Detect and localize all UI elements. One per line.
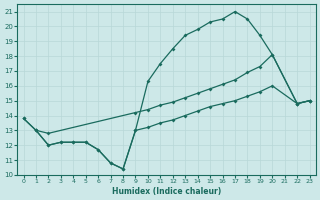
X-axis label: Humidex (Indice chaleur): Humidex (Indice chaleur) [112, 187, 221, 196]
